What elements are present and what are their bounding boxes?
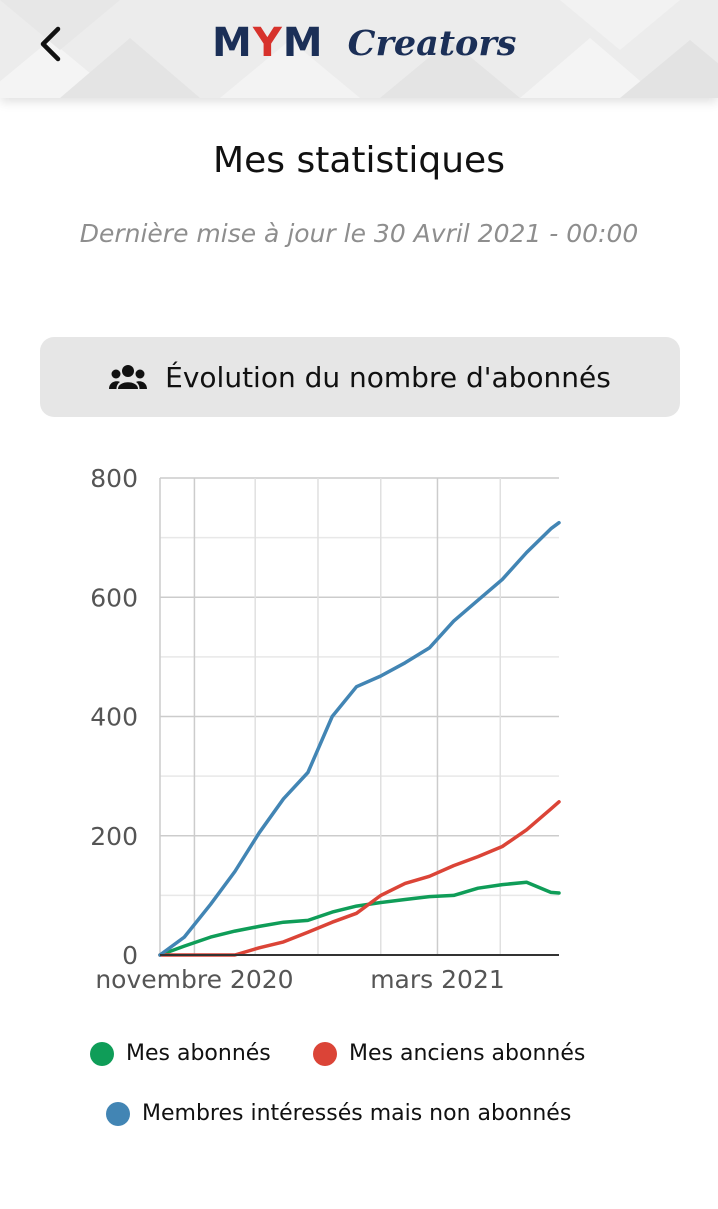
legend-dot-green <box>90 1041 114 1066</box>
logo: MYM Creators <box>212 18 517 68</box>
y-tick-label: 200 <box>90 822 138 851</box>
y-tick-label: 0 <box>122 941 138 970</box>
section-header-subscribers: Évolution du nombre d'abonnés <box>40 337 680 417</box>
y-tick-label: 600 <box>90 583 138 612</box>
users-icon <box>109 363 148 391</box>
chevron-left-icon <box>40 26 61 62</box>
series-line-2 <box>158 520 561 957</box>
app-header: MYM Creators <box>0 0 718 98</box>
legend-item-interested-members[interactable]: Membres intéressés mais non abonnés <box>106 1101 571 1126</box>
legend-item-former-subscribers[interactable]: Mes anciens abonnés <box>313 1041 585 1066</box>
legend-label: Mes abonnés <box>126 1041 271 1066</box>
legend-label: Mes anciens abonnés <box>349 1041 586 1066</box>
back-button[interactable] <box>30 22 70 66</box>
legend-label: Membres intéressés mais non abonnés <box>142 1101 572 1126</box>
section-title: Évolution du nombre d'abonnés <box>165 360 611 394</box>
legend-item-subscribers[interactable]: Mes abonnés <box>90 1041 271 1066</box>
last-update-text: Dernière mise à jour le 30 Avril 2021 - … <box>79 219 639 248</box>
page-title: Mes statistiques <box>213 140 505 181</box>
legend-dot-blue <box>106 1101 130 1126</box>
subscribers-line-chart: 0 200 400 600 800 novembre 2020 mars 2021 <box>90 464 561 994</box>
legend-dot-red <box>313 1041 337 1066</box>
logo-mym: MYM <box>212 20 324 66</box>
logo-creators: Creators <box>347 22 517 64</box>
y-tick-label: 800 <box>90 464 138 493</box>
x-tick-label: novembre 2020 <box>95 965 293 994</box>
header-pattern <box>0 0 718 98</box>
x-tick-label: mars 2021 <box>370 965 505 994</box>
y-tick-label: 400 <box>90 703 138 732</box>
series-line-1 <box>158 800 561 957</box>
